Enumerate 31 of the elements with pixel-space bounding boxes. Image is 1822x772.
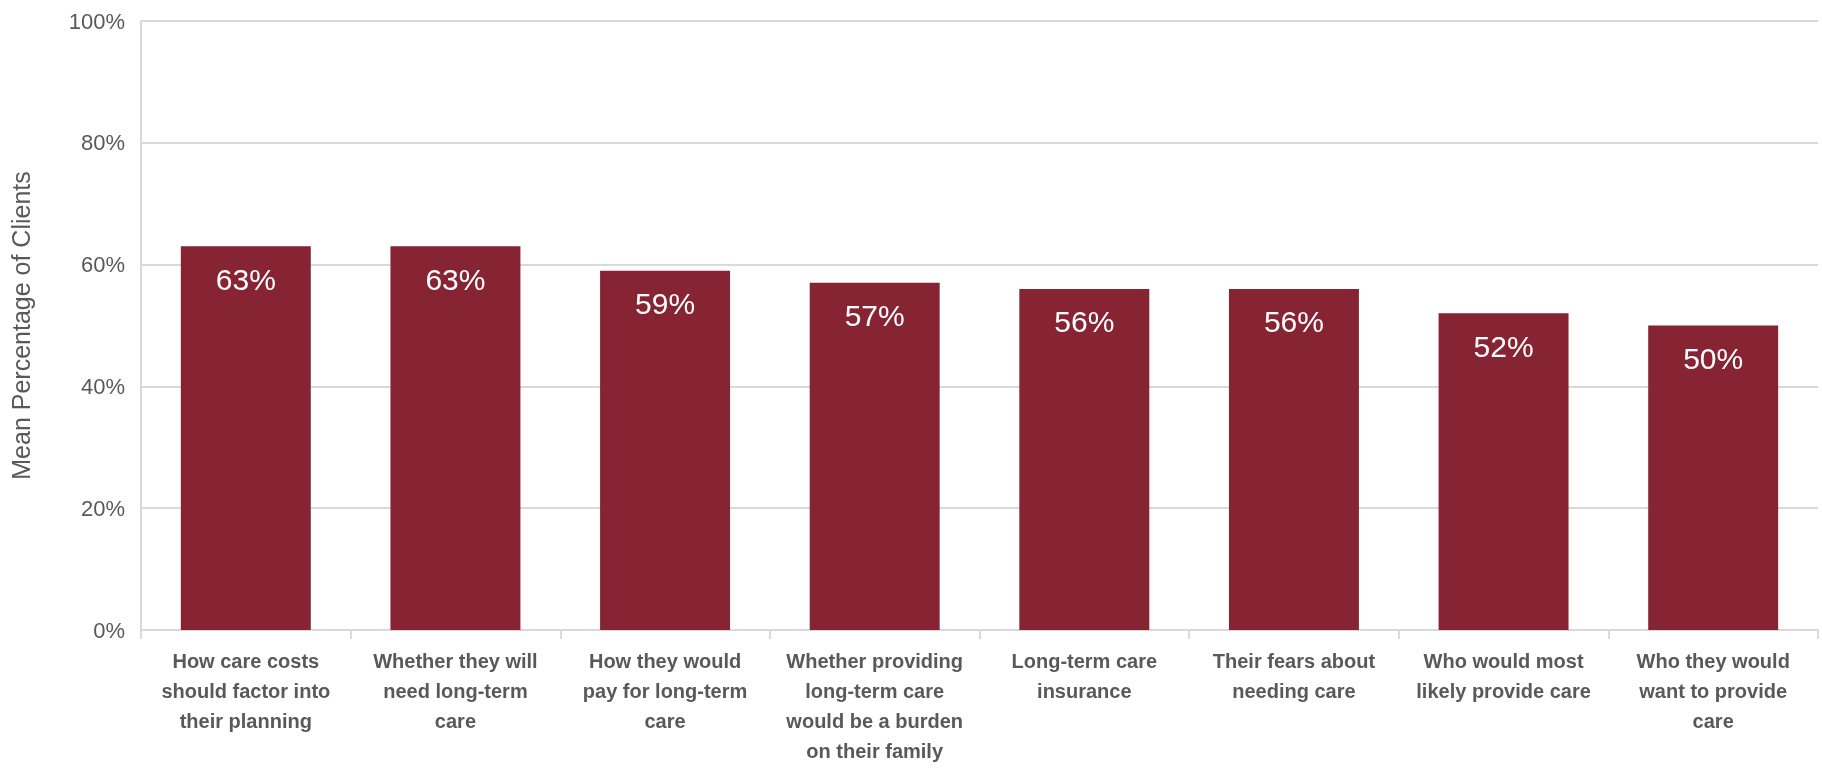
x-tick-label: How they would pay for long-term care	[582, 650, 748, 732]
x-tick-label: Their fears about needing care	[1212, 650, 1376, 702]
y-tick-label: 20%	[80, 495, 125, 521]
x-tick-label: Who would most likely provide care	[1416, 650, 1591, 702]
bar	[809, 282, 940, 630]
data-label: 56%	[1054, 305, 1115, 339]
y-tick-label: 100%	[68, 8, 125, 34]
y-tick-label: 60%	[80, 252, 125, 278]
bar	[1228, 288, 1359, 630]
data-label: 52%	[1473, 329, 1534, 363]
bar	[1648, 325, 1779, 630]
bar	[1438, 313, 1569, 630]
data-label: 59%	[635, 287, 696, 321]
bar	[180, 246, 311, 630]
x-tick-label: Whether they will need long-term care	[373, 650, 538, 732]
bar	[1019, 288, 1150, 630]
x-tick-label: How care costs should factor into their planning	[161, 650, 331, 732]
bar	[600, 270, 731, 630]
data-label: 57%	[844, 299, 905, 333]
x-tick-label: Who they would want to provide care	[1636, 650, 1790, 732]
data-label: 56%	[1263, 305, 1324, 339]
y-tick-label: 40%	[80, 373, 125, 399]
data-label: 50%	[1683, 342, 1744, 375]
data-label: 63%	[425, 262, 486, 296]
bar	[390, 246, 521, 630]
y-tick-label: 80%	[80, 130, 125, 156]
x-tick-label: Whether providing long-term care would be a burden on their family	[785, 650, 964, 762]
y-axis-title: Mean Percentage of Clients	[6, 171, 35, 480]
data-label: 63%	[215, 262, 276, 296]
y-tick-label: 0%	[93, 617, 125, 643]
x-tick-label: Long-term care insurance	[1011, 650, 1158, 702]
